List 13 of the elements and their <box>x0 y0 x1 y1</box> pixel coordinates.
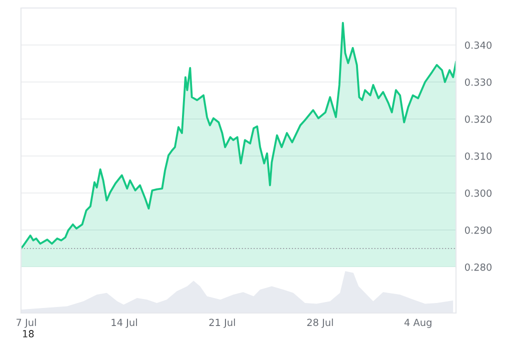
x-tick-label: 4 Aug <box>404 318 432 328</box>
y-tick-label: 0.300 <box>464 189 492 197</box>
x-tick-label: 14 Jul <box>112 318 137 328</box>
y-tick-label: 0.310 <box>464 152 492 160</box>
x-tick-label: 21 Jul <box>209 318 235 328</box>
x-tick-label: 7 Jul <box>16 318 36 328</box>
x-tick-label: 28 Jul <box>307 318 333 328</box>
y-tick-label: 0.340 <box>464 41 492 49</box>
y-tick-label: 0.280 <box>464 263 492 271</box>
y-tick-label: 0.320 <box>464 115 492 123</box>
text: 18 <box>23 330 34 338</box>
y-tick-label: 0.330 <box>464 78 492 86</box>
y-tick-label: 0.290 <box>464 226 492 234</box>
